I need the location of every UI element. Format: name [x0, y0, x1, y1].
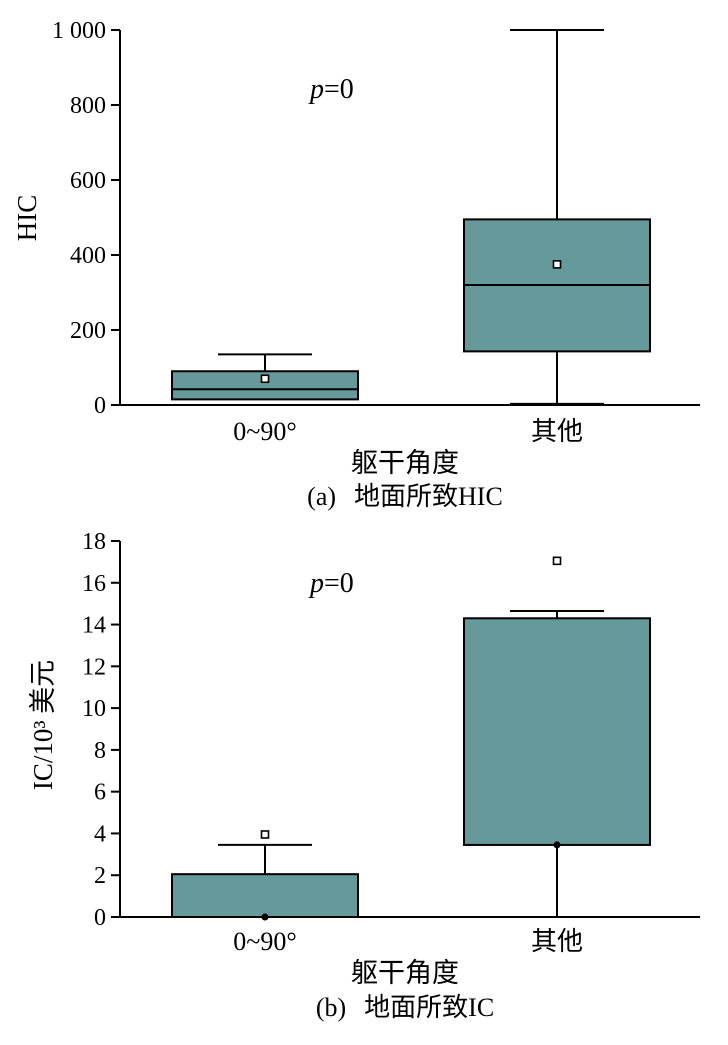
p-value-rest: =0	[324, 74, 354, 105]
y-tick-label: 8	[94, 738, 106, 764]
y-tick-label: 14	[82, 613, 106, 639]
y-axis-title: IC/10³ 美元	[28, 660, 58, 790]
mean-marker	[552, 260, 562, 269]
y-tick-label: 1 000	[52, 18, 106, 44]
x-axis-title: 躯干角度	[351, 958, 459, 988]
p-value-annotation: p=0	[308, 568, 354, 599]
panel-b-ic: 0 2 4 6 8 10 12 14 16 18 0~90° 其他 p=0 躯干角度 IC/10³ 美元 (b…	[28, 529, 700, 1022]
box-body	[171, 873, 359, 919]
y-tick-label: 10	[82, 696, 106, 722]
x-category-label: 0~90°	[233, 417, 296, 446]
mean-marker	[260, 830, 270, 839]
figure-caption: (b) 地面所致IC	[316, 993, 494, 1022]
y-tick-label: 4	[94, 821, 106, 847]
median-marker	[261, 913, 269, 921]
mean-marker	[552, 556, 562, 566]
caption-text: 地面所致HIC	[354, 482, 503, 511]
y-tick-label: 2	[94, 863, 106, 889]
x-category-label: 0~90°	[233, 927, 296, 956]
figure-caption: (a) 地面所致HIC	[307, 482, 503, 511]
y-tick-label: 600	[70, 168, 106, 194]
y-tick-label: 12	[82, 654, 106, 680]
y-tick-label: 200	[70, 318, 106, 344]
box-body	[463, 617, 651, 846]
x-category-label: 其他	[531, 417, 583, 446]
mean-marker	[260, 374, 270, 384]
y-tick-label: 0	[94, 393, 106, 419]
p-value-rest: =0	[324, 568, 354, 599]
y-tick-label: 6	[94, 780, 106, 806]
caption-text: 地面所致IC	[364, 993, 494, 1022]
p-value-symbol: p	[308, 74, 324, 105]
y-tick-label: 0	[94, 905, 106, 931]
x-category-label: 其他	[531, 927, 583, 956]
y-tick-label: 16	[82, 571, 106, 597]
median-marker	[553, 841, 561, 849]
caption-letter: (b)	[316, 993, 346, 1022]
y-tick-label: 800	[70, 93, 106, 119]
y-axis-title: HIC	[12, 195, 42, 242]
y-tick-label: 400	[70, 243, 106, 269]
y-tick-label: 18	[82, 529, 106, 555]
caption-letter: (a)	[307, 482, 336, 511]
p-value-symbol: p	[308, 568, 324, 599]
p-value-annotation: p=0	[308, 74, 354, 105]
panel-a-hic: 0 200 400 600 800 1 000 0~90° 其他 p=0 躯干角度 HIC (a) 地面…	[12, 18, 700, 511]
x-axis-title: 躯干角度	[351, 448, 459, 478]
